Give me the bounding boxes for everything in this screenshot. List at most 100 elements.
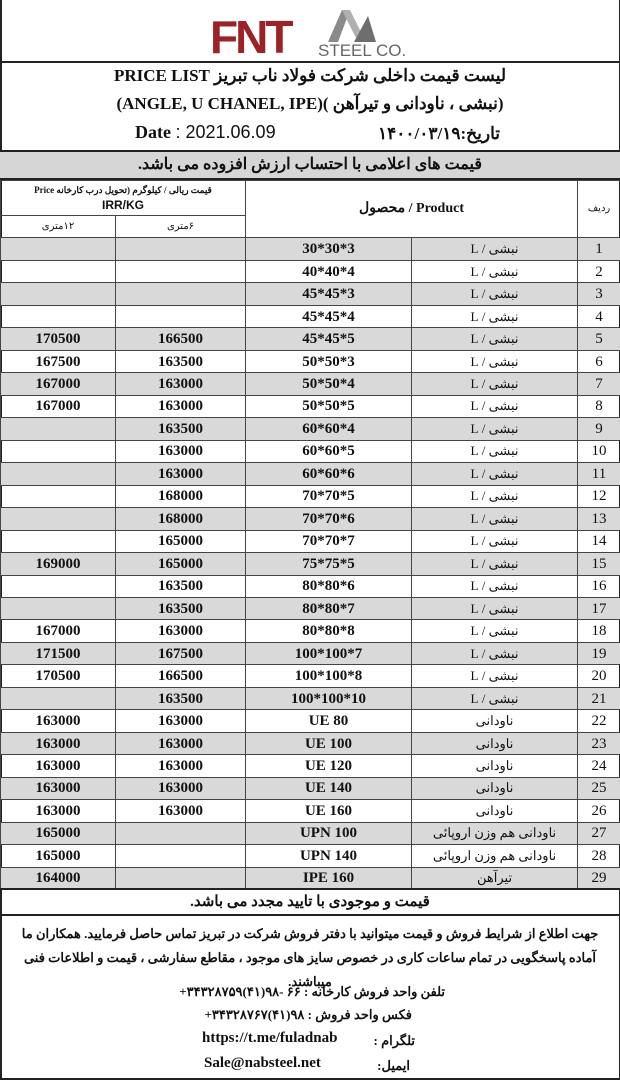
table-row: 170500 166500 100*100*8 نبشی / L 20	[0, 664, 620, 688]
price-12m	[0, 237, 116, 261]
product-size: UE 100	[245, 731, 413, 756]
row-index: 19	[577, 641, 620, 666]
price-6m: 167500	[114, 641, 247, 666]
price-12m: 165000	[0, 844, 116, 868]
email-label: ایمیل:	[377, 1058, 410, 1073]
product-size: 45*45*4	[245, 304, 413, 329]
price-6m: 163000	[114, 394, 247, 419]
product-size: 100*100*7	[245, 641, 413, 666]
price-12m: 167000	[0, 619, 116, 643]
product-type: نبشی / L	[411, 417, 579, 441]
table-row: 163000 163000 UE 120 ناودانی 24	[0, 754, 620, 778]
price-12m: 171500	[0, 641, 116, 666]
product-size: 45*45*3	[245, 282, 413, 306]
product-type: نبشی / L	[411, 664, 579, 688]
product-size: 100*100*8	[245, 664, 413, 688]
product-size: 60*60*4	[245, 417, 413, 441]
product-type: نبشی / L	[411, 372, 579, 396]
row-index: 22	[577, 709, 620, 733]
table-row: 168000 70*70*6 نبشی / L 13	[0, 507, 620, 531]
price-6m: 168000	[114, 484, 247, 509]
product-size: 80*80*8	[245, 619, 413, 643]
price-12m	[0, 507, 116, 531]
row-index: 21	[577, 686, 620, 711]
telegram-link[interactable]: https://t.me/fuladnab	[202, 1030, 338, 1046]
row-index: 13	[577, 507, 620, 531]
price-6m: 163000	[114, 799, 247, 823]
phone-line: تلفن واحد فروش کارخانه : ۶۶ -۹۸(۴۱)۳۴۳۲۸…	[179, 984, 445, 999]
product-type: نبشی / L	[411, 462, 579, 486]
price-6m: 163500	[114, 417, 247, 441]
price-12m: 170500	[0, 327, 116, 351]
table-row: 163500 80*80*6 نبشی / L 16	[0, 574, 620, 598]
table-row: 171500 167500 100*100*7 نبشی / L 19	[0, 641, 620, 666]
date-persian: تاریخ:۱۴۰۰/۰۳/۱۹	[378, 124, 500, 143]
date-label: Date	[135, 122, 171, 142]
product-size: 50*50*3	[245, 349, 413, 374]
price-6m	[114, 304, 247, 329]
price-6m: 168000	[114, 507, 247, 531]
fax-line: فکس واحد فروش : ۹۸(۴۱)۳۴۳۲۸۷۶۷+	[204, 1007, 413, 1022]
product-type: ناودانی	[411, 754, 579, 778]
price-12m	[0, 596, 116, 621]
product-size: 80*80*6	[245, 574, 413, 598]
product-type: ناودانی هم وزن اروپائی	[411, 821, 579, 846]
price-6m: 163000	[114, 372, 247, 396]
product-type: ناودانی	[411, 731, 579, 756]
price-6m	[114, 866, 247, 891]
row-index: 3	[577, 282, 620, 306]
price-12m: 163000	[0, 776, 116, 801]
price-12m	[0, 282, 116, 306]
price-6m: 163500	[114, 349, 247, 374]
product-size: 75*75*5	[245, 552, 413, 576]
price-6m	[114, 844, 247, 868]
price-12m: 165000	[0, 821, 116, 846]
product-type: نبشی / L	[411, 439, 579, 464]
price-12m: 167500	[0, 349, 116, 374]
product-type: نبشی / L	[411, 259, 579, 284]
price-6m: 166500	[114, 664, 247, 688]
price-6m	[114, 821, 247, 846]
price-6m: 166500	[114, 327, 247, 351]
logo-brand: FNT	[210, 11, 293, 63]
price-header: قیمت ریالی / کیلوگرم (تحویل درب کارخانه …	[0, 180, 247, 216]
row-index: 10	[577, 439, 620, 464]
email-link[interactable]: Sale@nabsteel.net	[204, 1055, 321, 1071]
price-6m: 163500	[114, 574, 247, 598]
row-index: 26	[577, 799, 620, 823]
header-12m: ۱۲متری	[0, 214, 116, 239]
table-row: 168000 70*70*5 نبشی / L 12	[0, 484, 620, 509]
table-row: 164000 IPE 160 تیرآهن 29	[0, 866, 620, 891]
price-12m: 164000	[0, 866, 116, 891]
product-type: نبشی / L	[411, 237, 579, 261]
table-row: 163000 163000 UE 100 ناودانی 23	[0, 731, 620, 756]
product-type: نبشی / L	[411, 484, 579, 509]
page-title: لیست قیمت داخلی شرکت فولاد ناب تبریز PRI…	[113, 66, 507, 85]
product-type: نبشی / L	[411, 596, 579, 621]
product-type: نبشی / L	[411, 327, 579, 351]
product-size: 45*45*5	[245, 327, 413, 351]
table-row: 165000 70*70*7 نبشی / L 14	[0, 529, 620, 554]
product-size: 70*70*5	[245, 484, 413, 509]
product-type: نبشی / L	[411, 619, 579, 643]
row-index: 9	[577, 417, 620, 441]
product-size: 50*50*4	[245, 372, 413, 396]
price-6m: 163500	[114, 686, 247, 711]
product-size: 100*100*10	[245, 686, 413, 711]
contact-paragraph: جهت اطلاع از شرایط فروش و قیمت میتوانید …	[21, 926, 599, 989]
table-row: 163000 60*60*5 نبشی / L 10	[0, 439, 620, 464]
date-gregorian: Date : 2021.06.09	[135, 122, 276, 143]
product-type: نبشی / L	[411, 641, 579, 666]
product-type: ناودانی	[411, 709, 579, 733]
price-6m: 163000	[114, 731, 247, 756]
product-size: 60*60*6	[245, 462, 413, 486]
row-index: 27	[577, 821, 620, 846]
row-index: 24	[577, 754, 620, 778]
price-6m: 163000	[114, 619, 247, 643]
product-size: UPN 100	[245, 821, 413, 846]
